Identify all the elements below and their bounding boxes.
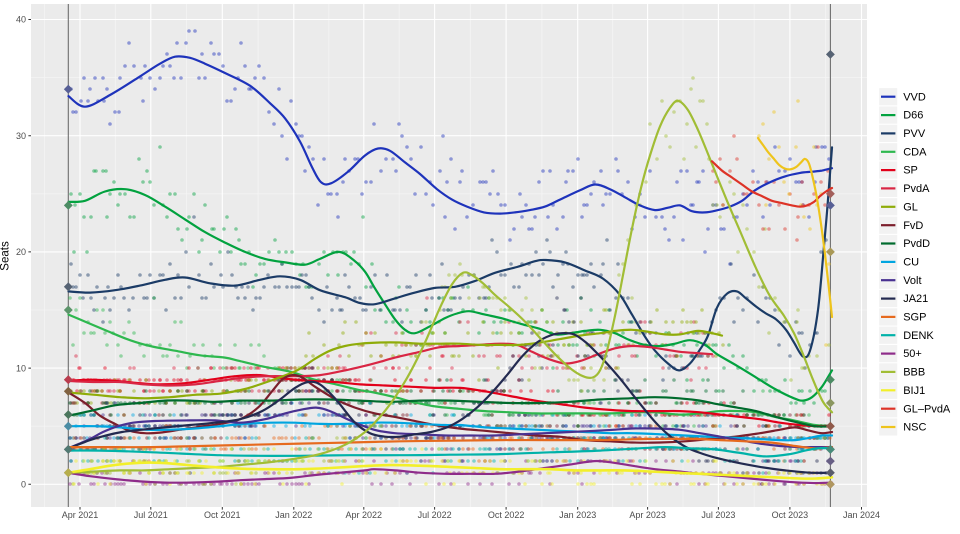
svg-text:Jan 2024: Jan 2024 — [843, 510, 880, 520]
svg-text:Apr 2022: Apr 2022 — [346, 510, 383, 520]
svg-text:Seats: Seats — [0, 241, 12, 271]
svg-text:Jul 2023: Jul 2023 — [701, 510, 735, 520]
svg-text:Oct 2022: Oct 2022 — [488, 510, 525, 520]
svg-text:NSC: NSC — [903, 422, 926, 434]
svg-text:10: 10 — [16, 363, 26, 373]
svg-text:CU: CU — [903, 257, 919, 269]
svg-text:D66: D66 — [903, 110, 923, 122]
svg-text:PVV: PVV — [903, 128, 926, 140]
svg-text:PvdD: PvdD — [903, 238, 930, 250]
svg-text:JA21: JA21 — [903, 293, 928, 305]
svg-text:DENK: DENK — [903, 330, 934, 342]
svg-text:Jan 2023: Jan 2023 — [559, 510, 596, 520]
svg-text:PvdA: PvdA — [903, 183, 930, 195]
svg-text:Oct 2021: Oct 2021 — [204, 510, 241, 520]
svg-text:50+: 50+ — [903, 348, 922, 360]
svg-text:SGP: SGP — [903, 312, 926, 324]
svg-text:SP: SP — [903, 165, 918, 177]
svg-text:Jul 2021: Jul 2021 — [134, 510, 168, 520]
svg-text:BIJ1: BIJ1 — [903, 385, 925, 397]
svg-text:GL–PvdA: GL–PvdA — [903, 403, 951, 415]
svg-text:40: 40 — [16, 15, 26, 25]
svg-text:Volt: Volt — [903, 275, 921, 287]
svg-text:0: 0 — [21, 480, 26, 490]
svg-text:CDA: CDA — [903, 146, 927, 158]
svg-text:Jan 2022: Jan 2022 — [275, 510, 312, 520]
svg-text:GL: GL — [903, 201, 918, 213]
svg-text:Apr 2021: Apr 2021 — [62, 510, 99, 520]
svg-text:FvD: FvD — [903, 220, 923, 232]
svg-text:Jul 2022: Jul 2022 — [418, 510, 452, 520]
svg-text:20: 20 — [16, 247, 26, 257]
svg-text:Oct 2023: Oct 2023 — [772, 510, 809, 520]
svg-text:VVD: VVD — [903, 91, 926, 103]
svg-text:Apr 2023: Apr 2023 — [629, 510, 666, 520]
svg-text:BBB: BBB — [903, 367, 925, 379]
svg-text:30: 30 — [16, 131, 26, 141]
